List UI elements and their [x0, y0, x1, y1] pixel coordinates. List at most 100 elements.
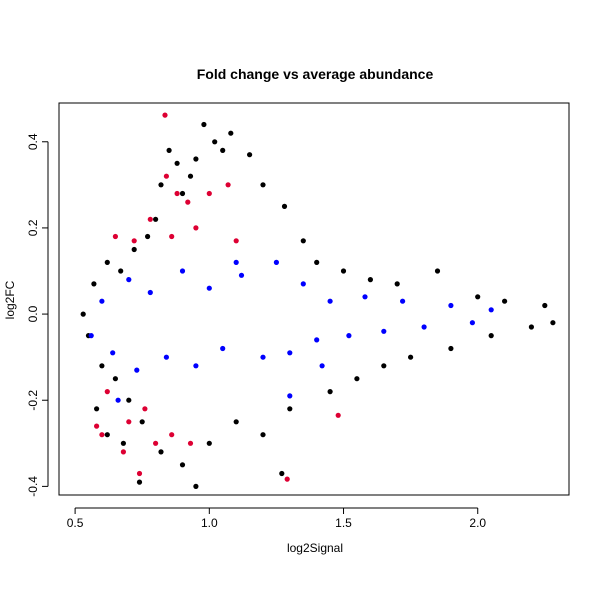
data-point	[136, 470, 143, 477]
data-point	[220, 345, 226, 352]
data-point	[287, 393, 293, 399]
data-point	[104, 259, 110, 265]
data-point	[469, 320, 475, 326]
data-point	[179, 190, 186, 197]
data-point	[206, 440, 212, 446]
data-point	[300, 238, 306, 244]
data-point	[112, 376, 118, 382]
data-point	[185, 199, 191, 205]
data-point	[126, 397, 132, 403]
data-point	[206, 190, 212, 197]
data-point	[131, 238, 137, 244]
data-point	[287, 350, 293, 356]
data-point	[136, 479, 143, 485]
plot-frame	[58, 102, 570, 496]
data-point	[233, 419, 239, 425]
data-point	[104, 389, 110, 395]
data-point	[145, 233, 151, 240]
data-point	[327, 389, 333, 395]
data-point	[99, 432, 105, 438]
data-point	[147, 216, 153, 222]
data-point	[94, 423, 100, 429]
data-point	[166, 147, 172, 153]
data-point	[284, 476, 290, 482]
y-axis: -0.4 -0.2 0.0 0.2 0.4	[26, 133, 49, 497]
data-point	[134, 367, 140, 373]
data-point	[394, 281, 400, 287]
data-point	[528, 324, 535, 330]
y-tick-label: -0.4	[26, 476, 40, 497]
data-point	[94, 406, 100, 412]
data-point	[260, 182, 266, 188]
data-point	[434, 268, 441, 274]
data-point	[153, 440, 159, 446]
data-point	[120, 449, 126, 455]
chart-title: Fold change vs average abundance	[197, 66, 434, 82]
data-point	[118, 268, 124, 274]
x-axis: 0.5 1.0 1.5 2.0	[67, 507, 486, 530]
data-point	[147, 289, 153, 296]
data-point	[287, 406, 293, 412]
data-point	[408, 354, 414, 360]
data-point	[179, 462, 186, 468]
data-point	[228, 130, 234, 136]
data-point	[362, 294, 368, 300]
data-point	[193, 363, 199, 369]
data-point	[475, 294, 481, 300]
data-point	[91, 281, 97, 287]
data-point	[99, 363, 105, 369]
data-point	[448, 302, 454, 309]
data-point	[233, 259, 239, 265]
data-point	[80, 311, 86, 317]
data-point	[193, 156, 199, 162]
y-axis-label: log2FC	[3, 280, 17, 319]
x-tick-label: 1.0	[201, 516, 218, 530]
data-point	[448, 345, 454, 352]
data-point	[212, 139, 218, 145]
data-point	[169, 233, 175, 240]
data-point	[88, 333, 94, 339]
data-point	[421, 324, 427, 330]
y-tick-label: 0.0	[26, 305, 40, 322]
data-point	[260, 432, 266, 438]
data-point	[142, 406, 148, 412]
data-point	[281, 203, 288, 209]
data-point	[354, 376, 360, 382]
data-point	[174, 190, 180, 197]
data-point	[179, 268, 186, 274]
data-point	[126, 419, 132, 425]
data-point	[314, 259, 320, 265]
data-point	[187, 440, 194, 446]
data-point	[163, 354, 169, 360]
data-point	[131, 246, 137, 253]
data-point	[220, 147, 226, 153]
data-point	[502, 298, 508, 304]
data-point	[247, 152, 253, 158]
data-point	[193, 483, 199, 489]
data-point	[174, 160, 180, 166]
data-point	[300, 281, 306, 287]
data-point	[238, 272, 245, 278]
data-point	[158, 182, 164, 188]
data-point	[193, 225, 199, 231]
data-point	[400, 298, 406, 304]
data-point	[110, 350, 116, 356]
data-point	[225, 182, 231, 188]
y-tick-label: 0.2	[26, 219, 40, 236]
x-tick-label: 1.5	[335, 516, 352, 530]
data-point	[104, 432, 110, 438]
data-point	[115, 397, 121, 403]
data-point	[550, 320, 556, 326]
data-point	[488, 333, 494, 339]
data-point	[206, 285, 212, 291]
data-point	[314, 337, 320, 343]
data-point	[162, 112, 168, 118]
data-point	[158, 449, 164, 455]
data-point	[381, 328, 387, 334]
data-point	[169, 432, 175, 438]
x-axis-label: log2Signal	[287, 541, 343, 555]
x-tick-label: 2.0	[469, 516, 486, 530]
data-point	[201, 121, 207, 128]
data-point	[367, 277, 373, 283]
